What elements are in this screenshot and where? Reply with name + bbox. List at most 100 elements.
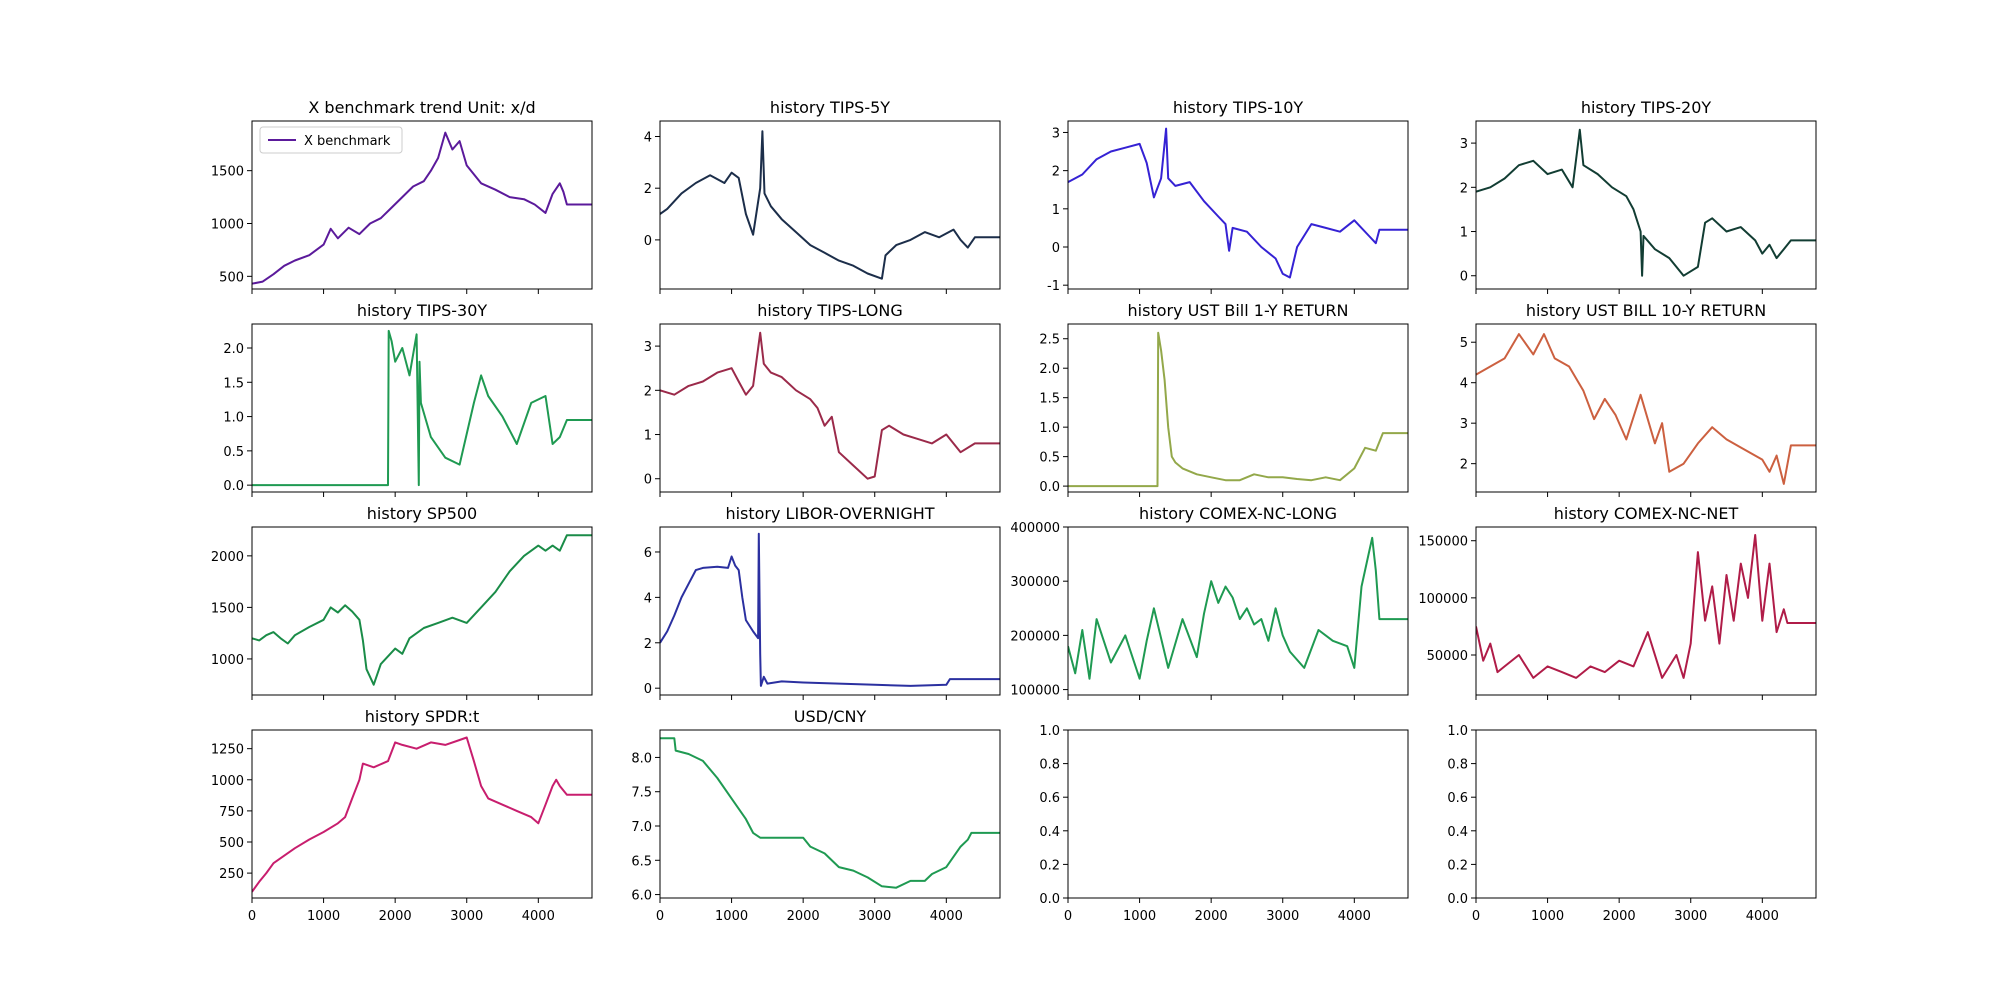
y-tick-label: 0.6: [1447, 791, 1468, 806]
y-tick-label: 2: [1052, 165, 1060, 180]
y-tick-label: 1.5: [1039, 392, 1060, 407]
series-line-11-0: [1476, 534, 1816, 679]
subplot-title: history TIPS-LONG: [757, 301, 903, 320]
axes-frame: [659, 323, 1001, 493]
y-tick-label: 7.5: [631, 786, 652, 801]
subplot-11: 50000 100000 150000 history COMEX-NC-NET: [1418, 504, 1817, 700]
subplot-title: history TIPS-20Y: [1581, 98, 1712, 117]
series-line-10-0: [1068, 536, 1408, 680]
y-tick-label: 3: [1460, 417, 1468, 432]
y-tick-label: 4: [644, 131, 652, 146]
axes-frame: [1475, 120, 1817, 290]
subplot-9: 0 2 4 6 history LIBOR-OVERNIGHT: [644, 504, 1001, 700]
y-tick-label: 150000: [1418, 535, 1468, 550]
legend-label: X benchmark: [304, 134, 391, 149]
series-line-1-0: [660, 130, 1000, 280]
series-line-5-0: [660, 331, 1000, 480]
series-line-12-0: [252, 736, 592, 893]
axes-frame: [1475, 323, 1817, 493]
x-tick-label: 4000: [522, 909, 555, 924]
x-tick-label: 3000: [1266, 909, 1299, 924]
subplot-0: 500 1000 1500 X benchmark trend Unit: x/d X …: [211, 98, 593, 294]
axes-frame: [251, 120, 593, 290]
y-tick-label: 2: [644, 182, 652, 197]
series-line-4-0: [252, 329, 592, 487]
y-tick-label: 2.0: [223, 342, 244, 357]
subplot-5: 0 1 2 3 history TIPS-LONG: [644, 301, 1001, 497]
y-tick-label: 0.0: [1039, 480, 1060, 495]
x-tick-label: 1000: [307, 909, 340, 924]
x-tick-label: 2000: [1195, 909, 1228, 924]
y-tick-label: 100000: [1010, 684, 1060, 699]
subplot-title: history LIBOR-OVERNIGHT: [725, 504, 934, 523]
y-tick-label: 1000: [211, 217, 244, 232]
y-tick-label: -1: [1047, 279, 1060, 294]
axes-frame: [1067, 729, 1409, 899]
y-tick-label: 0.8: [1039, 758, 1060, 773]
legend-box: [259, 126, 403, 154]
y-tick-label: 4: [1460, 377, 1468, 392]
axes-frame: [1067, 120, 1409, 290]
x-tick-label: 3000: [1674, 909, 1707, 924]
subplot-title: history COMEX-NC-NET: [1554, 504, 1739, 523]
y-tick-label: 1: [1460, 226, 1468, 241]
subplot-15: 0 1000 2000 3000 4000 0.0 0.2 0.4 0.6 0.8 1.0: [1447, 724, 1817, 924]
x-tick-label: 4000: [1338, 909, 1371, 924]
subplot-10: 100000 200000 300000 400000 history COMEX-NC…: [1010, 504, 1409, 700]
x-tick-label: 1000: [715, 909, 748, 924]
subplot-13: 0 1000 2000 3000 4000 6.0 6.5 7.0 7.5 8.0 USD/CNY: [631, 707, 1001, 924]
y-tick-label: 0.0: [1447, 892, 1468, 907]
y-tick-label: 200000: [1010, 629, 1060, 644]
subplot-3: 0 1 2 3 history TIPS-20Y: [1460, 98, 1817, 294]
subplot-title: history UST Bill 1-Y RETURN: [1128, 301, 1349, 320]
x-tick-label: 3000: [450, 909, 483, 924]
y-tick-label: 750: [219, 805, 244, 820]
subplot-title: history TIPS-30Y: [357, 301, 488, 320]
x-tick-label: 2000: [787, 909, 820, 924]
y-tick-label: 0.5: [1039, 451, 1060, 466]
y-tick-label: 1: [644, 429, 652, 444]
subplot-title: history TIPS-5Y: [770, 98, 890, 117]
y-tick-label: 0.4: [1447, 825, 1468, 840]
series-line-6-0: [1068, 331, 1408, 488]
y-tick-label: 0: [1460, 270, 1468, 285]
series-line-3-0: [1476, 128, 1816, 277]
y-tick-label: 1: [1052, 203, 1060, 218]
x-tick-label: 0: [656, 909, 664, 924]
y-tick-label: 0.2: [1039, 858, 1060, 873]
subplot-8: 1000 1500 2000 history SP500: [211, 504, 593, 700]
y-tick-label: 5: [1460, 336, 1468, 351]
y-tick-label: 2: [644, 384, 652, 399]
y-tick-label: 1500: [211, 601, 244, 616]
subplot-title: history UST BILL 10-Y RETURN: [1526, 301, 1766, 320]
y-tick-label: 0: [1052, 241, 1060, 256]
y-tick-label: 1000: [211, 653, 244, 668]
axes-frame: [1067, 323, 1409, 493]
y-tick-label: 0.0: [1039, 892, 1060, 907]
series-line-9-0: [660, 532, 1000, 687]
y-tick-label: 2.5: [1039, 333, 1060, 348]
subplot-1: 0 2 4 history TIPS-5Y: [644, 98, 1001, 294]
y-tick-label: 2: [644, 637, 652, 652]
y-tick-label: 1250: [211, 743, 244, 758]
y-tick-label: 0.4: [1039, 825, 1060, 840]
y-tick-label: 1.5: [223, 376, 244, 391]
axes-frame: [251, 323, 593, 493]
subplot-title: history TIPS-10Y: [1173, 98, 1304, 117]
x-tick-label: 0: [1472, 909, 1480, 924]
y-tick-label: 500: [219, 270, 244, 285]
series-line-8-0: [252, 534, 592, 686]
axes-frame: [1067, 526, 1409, 696]
axes-frame: [251, 729, 593, 899]
subplot-title: history SP500: [367, 504, 477, 523]
x-tick-label: 3000: [858, 909, 891, 924]
axes-frame: [659, 729, 1001, 899]
y-tick-label: 4: [644, 591, 652, 606]
x-tick-label: 1000: [1531, 909, 1564, 924]
subplot-4: 0.0 0.5 1.0 1.5 2.0 history TIPS-30Y: [223, 301, 593, 497]
y-tick-label: 0.6: [1039, 791, 1060, 806]
y-tick-label: 2000: [211, 550, 244, 565]
x-tick-label: 2000: [379, 909, 412, 924]
axes-frame: [659, 120, 1001, 290]
